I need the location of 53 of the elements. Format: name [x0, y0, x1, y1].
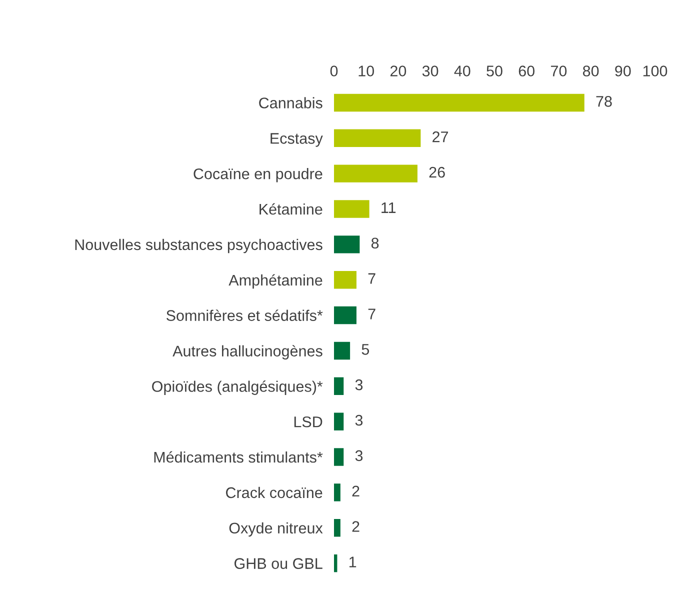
data-label: 11 [382, 202, 396, 213]
data-label: 26 [429, 166, 445, 178]
y-tick-label: Cocaïne en poudre [194, 168, 322, 182]
x-tick-label: 40 [454, 66, 470, 76]
bar [334, 412, 344, 430]
data-label: 2 [352, 521, 360, 532]
y-tick-label: Cannabis [259, 97, 322, 108]
data-label: 3 [355, 379, 363, 390]
bar [334, 377, 344, 395]
y-tick-label: Somnifères et sédatifs* [166, 310, 323, 321]
data-label: 7 [368, 308, 376, 320]
bar [334, 519, 340, 537]
x-tick-label: 50 [486, 66, 502, 76]
bar [334, 271, 356, 289]
y-tick-label: Médicaments stimulants* [154, 451, 323, 463]
data-label: 7 [368, 273, 376, 284]
data-label: 27 [432, 131, 448, 142]
y-tick-label: Opioïdes (analgésiques)* [152, 380, 323, 395]
bar [334, 484, 340, 502]
y-tick-label: Crack cocaïne [226, 486, 322, 498]
x-tick-label: 30 [422, 66, 438, 76]
bar [334, 164, 418, 182]
y-tick-label: Kétamine [260, 203, 322, 215]
y-tick-label: Ecstasy [270, 133, 323, 147]
y-tick-label: LSD [294, 416, 322, 428]
bar [334, 94, 584, 112]
bar [334, 200, 370, 218]
bar [334, 129, 421, 147]
bar [334, 306, 356, 324]
x-tick-label: 90 [615, 66, 631, 76]
data-label: 5 [362, 344, 370, 355]
x-tick-label: 70 [550, 66, 567, 76]
x-tick-label: 80 [582, 66, 599, 76]
y-tick-label: Nouvelles substances psychoactives [75, 238, 322, 254]
bar [334, 554, 338, 572]
y-tick-label: Amphétamine [228, 274, 322, 289]
y-tick-label: Oxyde nitreux [229, 522, 323, 537]
x-tick-label: 100 [643, 66, 668, 76]
data-label: 78 [596, 96, 612, 107]
bar [334, 448, 344, 466]
bar [334, 236, 360, 254]
data-label: 1 [349, 556, 356, 568]
bar [334, 342, 350, 360]
data-label: 8 [371, 238, 379, 249]
x-tick-label: 60 [518, 66, 534, 76]
y-tick-label: GHB ou GBL [234, 558, 322, 569]
data-label: 3 [355, 450, 363, 462]
x-tick-label: 0 [330, 66, 338, 76]
y-tick-label: Autres hallucinogènes [172, 345, 322, 360]
data-label: 2 [352, 486, 360, 496]
x-tick-label: 10 [358, 66, 374, 76]
data-label: 3 [355, 414, 363, 426]
x-tick-label: 20 [390, 66, 406, 76]
